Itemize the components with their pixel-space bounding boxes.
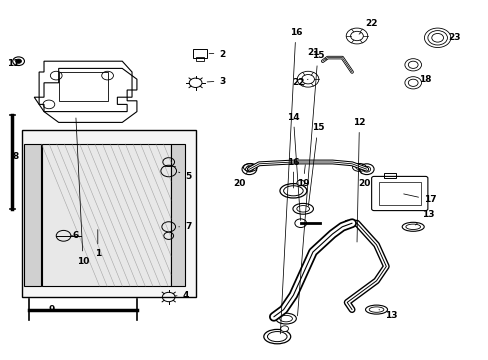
Text: 2: 2 (209, 50, 225, 59)
Text: 13: 13 (414, 210, 433, 225)
Text: 22: 22 (358, 19, 377, 34)
Text: 1: 1 (95, 230, 101, 258)
Text: 4: 4 (175, 291, 189, 300)
Text: 21: 21 (307, 48, 326, 59)
Text: 12: 12 (352, 118, 365, 242)
Text: 17: 17 (403, 194, 436, 204)
Text: 19: 19 (296, 165, 309, 188)
Text: 9: 9 (48, 305, 65, 314)
Text: 15: 15 (308, 123, 324, 206)
Circle shape (296, 180, 304, 186)
Bar (41, 144, 171, 286)
Text: 14: 14 (286, 112, 300, 220)
Text: 18: 18 (418, 75, 431, 84)
Text: 13: 13 (378, 310, 397, 320)
Text: 20: 20 (233, 170, 248, 188)
Text: 6: 6 (71, 231, 79, 240)
Bar (24, 144, 41, 286)
Text: 7: 7 (179, 222, 191, 231)
Text: 8: 8 (13, 152, 19, 161)
Text: 15: 15 (297, 51, 324, 316)
Text: 23: 23 (447, 33, 460, 42)
Text: 22: 22 (291, 78, 307, 87)
Bar (383, 173, 395, 178)
Bar (378, 182, 420, 205)
Bar (171, 144, 184, 286)
Text: 10: 10 (76, 118, 89, 266)
Bar (22, 130, 195, 297)
Circle shape (280, 326, 288, 332)
Bar (59, 72, 107, 101)
Circle shape (16, 59, 21, 63)
Text: 11: 11 (7, 59, 20, 68)
Text: 20: 20 (357, 170, 370, 188)
Bar (195, 57, 204, 61)
Bar (193, 49, 206, 58)
Text: 3: 3 (207, 77, 225, 86)
Text: 5: 5 (178, 172, 191, 181)
Text: 16: 16 (280, 28, 302, 334)
Text: 16: 16 (286, 158, 299, 188)
